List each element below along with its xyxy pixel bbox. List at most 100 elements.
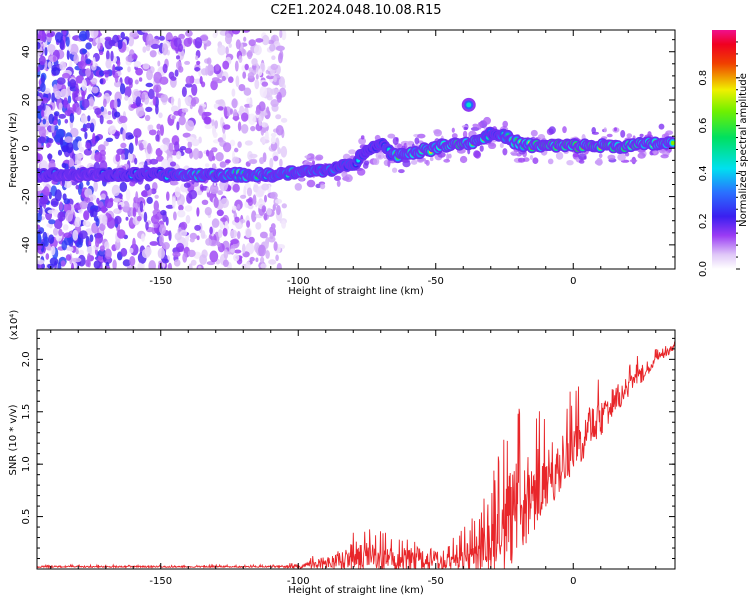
- colorbar-tick-label: 0.2: [698, 213, 709, 229]
- noise-speck: [122, 129, 126, 141]
- noise-speck: [212, 131, 218, 138]
- noise-speck: [157, 60, 161, 67]
- noise-speck: [126, 265, 136, 269]
- noise-speck: [247, 50, 253, 60]
- noise-speck: [170, 105, 179, 113]
- noise-speck: [261, 122, 269, 128]
- noise-speck: [174, 186, 181, 198]
- noise-speck: [84, 188, 93, 199]
- noise-speck: [223, 124, 231, 130]
- noise-speck: [146, 69, 153, 81]
- noise-speck: [246, 220, 251, 228]
- noise-speck: [159, 224, 167, 235]
- noise-speck: [37, 136, 46, 144]
- noise-speck: [606, 133, 613, 138]
- noise-speck: [37, 224, 41, 230]
- noise-speck: [159, 144, 168, 152]
- noise-speck: [138, 111, 146, 116]
- noise-speck: [143, 211, 148, 223]
- noise-speck: [42, 103, 46, 111]
- noise-speck: [112, 64, 116, 76]
- noise-speck: [101, 205, 107, 214]
- noise-speck: [60, 260, 66, 267]
- snr-frame: [36, 329, 676, 570]
- noise-speck: [64, 119, 69, 124]
- noise-speck: [161, 43, 169, 56]
- noise-speck: [56, 77, 66, 85]
- noise-speck: [67, 95, 72, 104]
- noise-speck: [145, 221, 149, 231]
- noise-speck: [209, 250, 219, 263]
- noise-speck: [141, 93, 146, 103]
- noise-speck: [69, 79, 77, 88]
- noise-speck: [48, 153, 52, 162]
- noise-speck: [178, 66, 184, 73]
- noise-speck: [51, 123, 55, 134]
- noise-speck: [91, 207, 98, 218]
- noise-speck: [128, 142, 134, 155]
- noise-speck: [182, 132, 191, 138]
- noise-speck: [50, 245, 56, 256]
- noise-speck: [38, 55, 46, 66]
- noise-speck: [247, 72, 255, 79]
- noise-speck: [414, 137, 420, 145]
- noise-speck: [162, 63, 168, 74]
- noise-speck: [141, 233, 145, 242]
- noise-speck: [203, 42, 207, 50]
- noise-speck: [135, 67, 144, 76]
- noise-speck: [99, 114, 104, 125]
- noise-speck: [105, 137, 114, 142]
- noise-speck: [86, 180, 90, 186]
- noise-speck: [135, 191, 139, 203]
- noise-speck: [71, 262, 74, 269]
- noise-speck: [208, 150, 214, 162]
- noise-speck: [173, 259, 181, 267]
- noise-speck: [42, 186, 50, 198]
- noise-speck: [360, 135, 365, 140]
- noise-speck: [410, 159, 418, 165]
- noise-speck: [215, 63, 220, 72]
- noise-speck: [243, 87, 252, 96]
- noise-speck: [273, 75, 278, 83]
- noise-speck: [165, 204, 174, 209]
- noise-speck: [125, 216, 129, 221]
- noise-speck: [117, 39, 123, 50]
- noise-speck: [168, 142, 174, 152]
- noise-speck: [598, 153, 603, 159]
- noise-speck: [38, 126, 47, 137]
- noise-speck: [64, 136, 73, 143]
- noise-speck: [246, 97, 251, 104]
- noise-speck: [248, 236, 255, 244]
- noise-speck: [60, 88, 69, 98]
- noise-speck: [230, 108, 233, 115]
- noise-speck: [156, 155, 164, 162]
- noise-speck: [99, 78, 104, 85]
- noise-speck: [225, 46, 229, 55]
- noise-speck: [274, 198, 283, 204]
- noise-speck: [217, 106, 224, 111]
- noise-speck: [94, 107, 102, 115]
- noise-speck: [548, 126, 556, 135]
- noise-speck: [76, 106, 82, 116]
- noise-speck: [304, 155, 312, 159]
- noise-speck: [281, 30, 287, 41]
- noise-speck: [138, 77, 143, 82]
- noise-speck: [105, 58, 112, 69]
- noise-speck: [658, 123, 665, 130]
- noise-speck: [459, 155, 468, 164]
- noise-speck: [119, 83, 126, 95]
- noise-speck: [170, 180, 179, 186]
- noise-speck: [269, 157, 274, 169]
- noise-speck: [37, 118, 40, 124]
- noise-speck: [294, 183, 302, 191]
- noise-speck: [78, 249, 85, 256]
- noise-speck: [252, 194, 257, 205]
- noise-speck: [113, 197, 122, 203]
- noise-speck: [85, 58, 92, 65]
- noise-speck: [249, 153, 258, 159]
- noise-speck: [499, 143, 504, 148]
- noise-speck: [315, 154, 324, 161]
- noise-speck: [225, 33, 232, 45]
- noise-speck: [93, 260, 101, 269]
- noise-speck: [306, 179, 316, 188]
